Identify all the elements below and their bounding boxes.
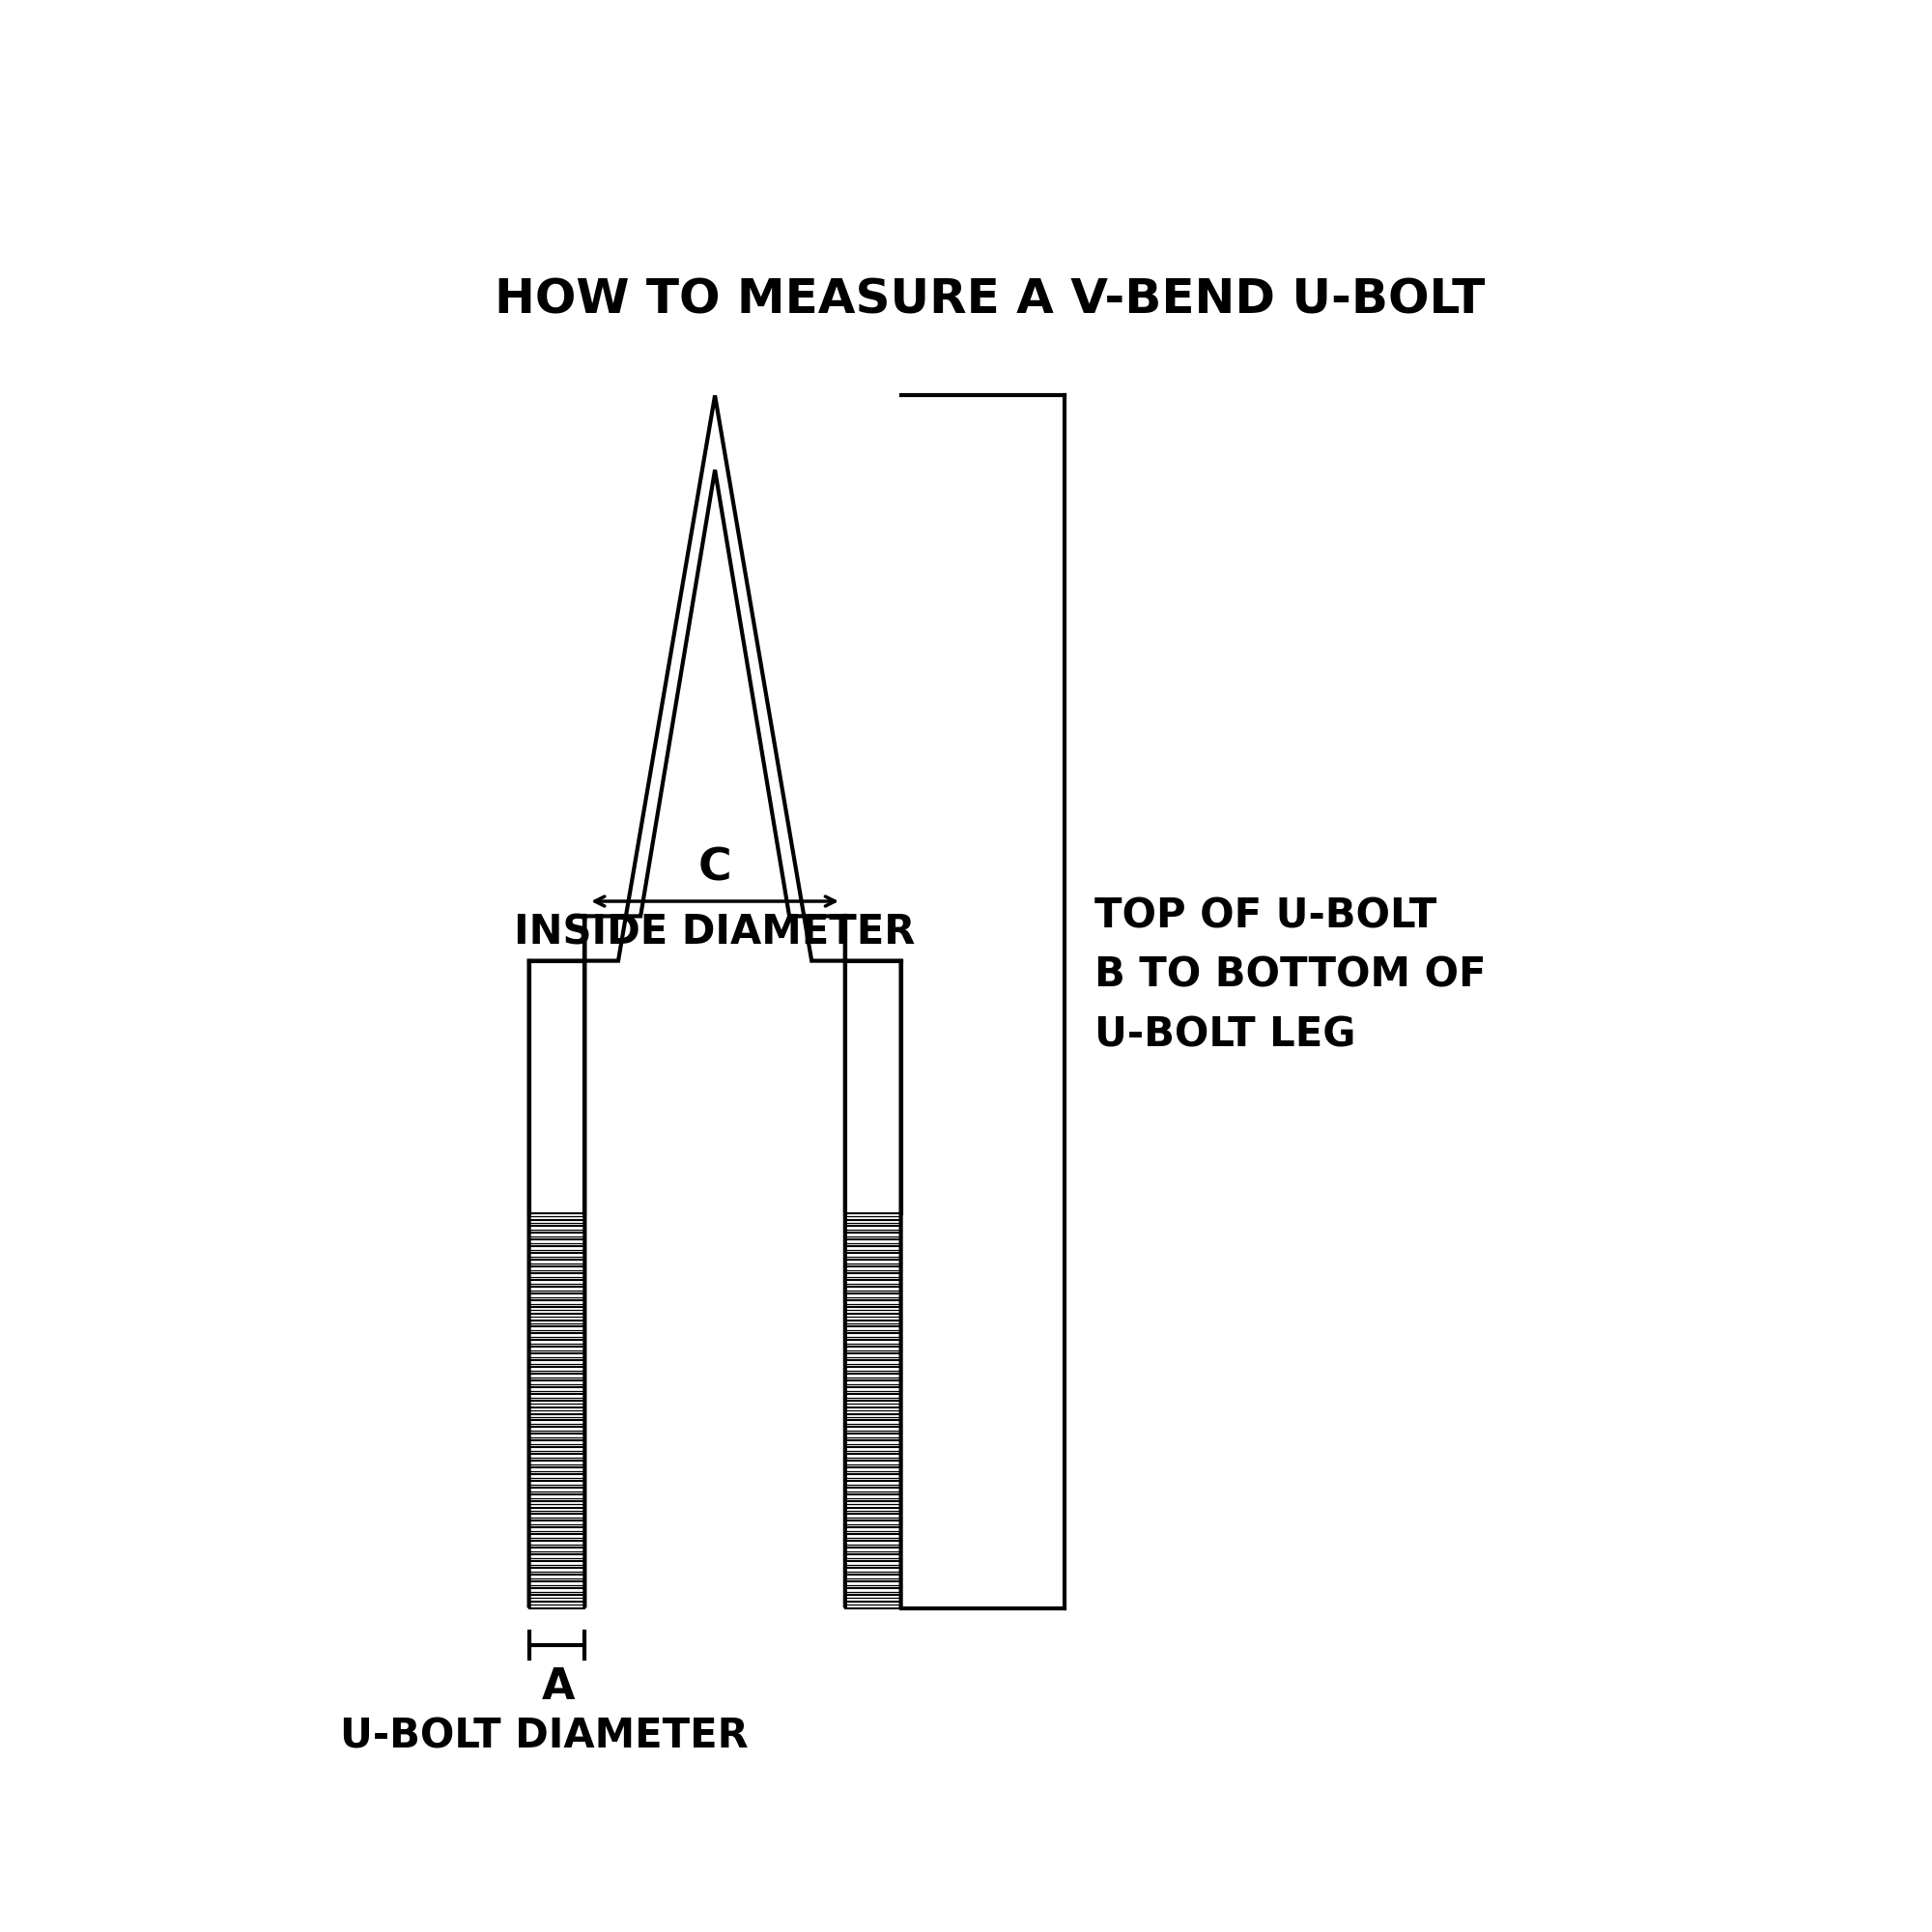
Text: INSIDE DIAMETER: INSIDE DIAMETER — [514, 912, 916, 952]
Text: U-BOLT DIAMETER: U-BOLT DIAMETER — [340, 1716, 748, 1756]
Text: A: A — [543, 1665, 576, 1708]
Text: TOP OF U-BOLT
B TO BOTTOM OF
U-BOLT LEG: TOP OF U-BOLT B TO BOTTOM OF U-BOLT LEG — [1094, 896, 1486, 1055]
Text: HOW TO MEASURE A V-BEND U-BOLT: HOW TO MEASURE A V-BEND U-BOLT — [495, 276, 1486, 323]
Text: C: C — [697, 846, 732, 891]
